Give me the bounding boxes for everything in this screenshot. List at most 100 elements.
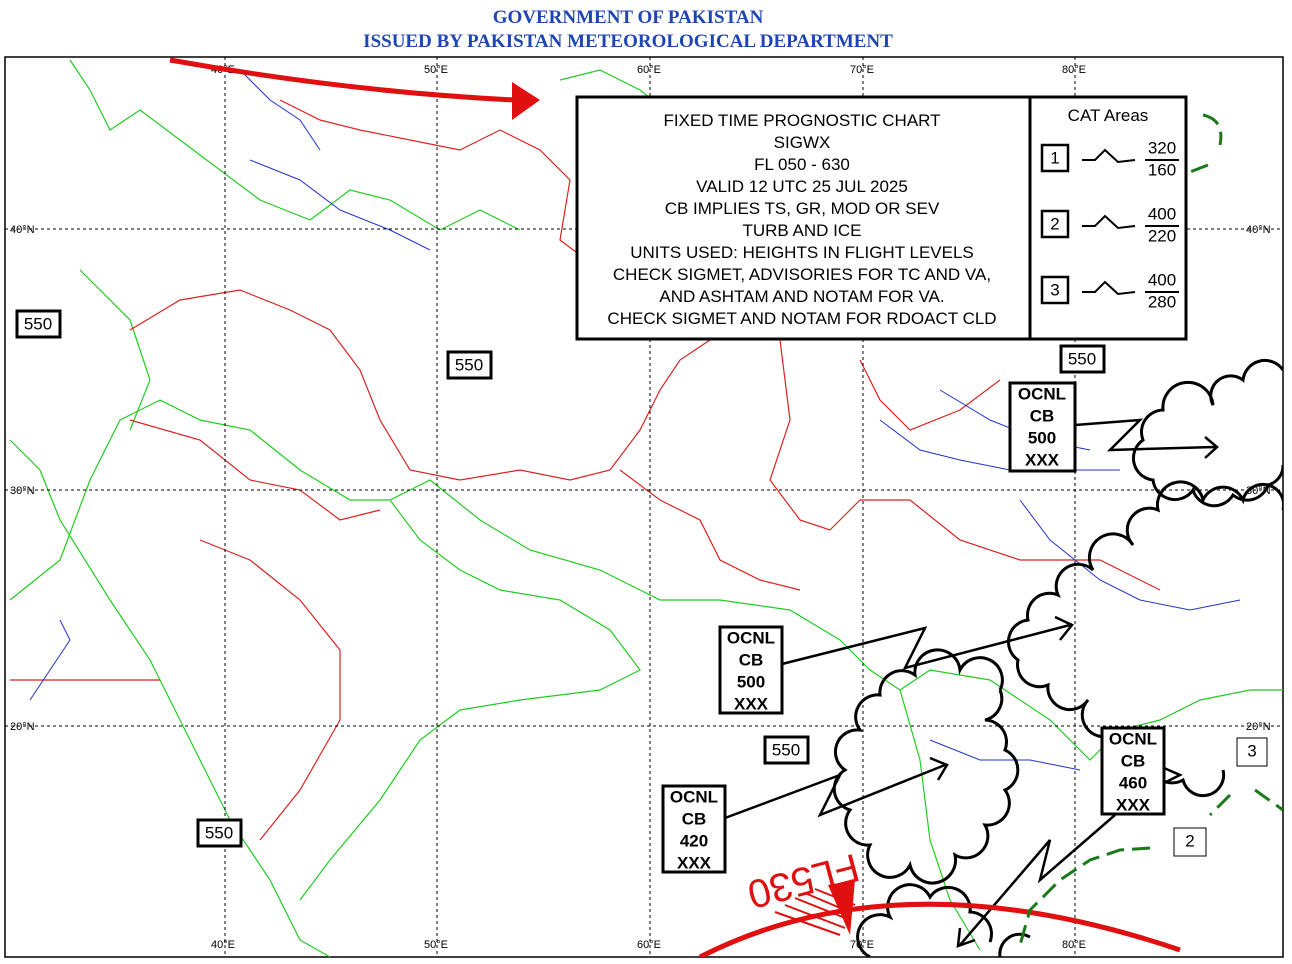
info-line: CHECK SIGMET, ADVISORIES FOR TC AND VA,: [613, 265, 991, 284]
cat-base: 280: [1148, 292, 1176, 311]
latitude-label: 30°N: [10, 485, 35, 497]
jet-fl530: FL530: [698, 845, 1181, 957]
longitude-label: 80°E: [1062, 939, 1086, 951]
jet-arrowhead: [512, 82, 540, 120]
cb-box: [661, 784, 727, 874]
height-box: [196, 818, 243, 848]
cb-box: [718, 625, 784, 715]
info-line: UNITS USED: HEIGHTS IN FLIGHT LEVELS: [630, 243, 974, 262]
height-label: 550: [772, 740, 800, 759]
cb-top: 420: [680, 831, 708, 850]
cat-outline: [1018, 788, 1283, 946]
latitude-label: 40°N: [10, 224, 35, 236]
cat-marker: 2: [1185, 831, 1194, 850]
info-line: CB IMPLIES TS, GR, MOD OR SEV: [665, 199, 940, 218]
cb-top: 460: [1119, 773, 1147, 792]
header-line: ISSUED BY PAKISTAN METEOROLOGICAL DEPART…: [363, 31, 893, 52]
cat-outline: [1189, 113, 1223, 174]
cat-top: 320: [1148, 138, 1176, 157]
cb-type: CB: [1030, 406, 1055, 425]
cat-title: CAT Areas: [1068, 106, 1149, 125]
height-box: [15, 309, 62, 339]
cb-pointer: [724, 756, 949, 820]
cat-base: 160: [1148, 160, 1176, 179]
border: [10, 99, 1161, 841]
longitude-label: 60°E: [637, 64, 661, 76]
cb-coverage: OCNL: [1018, 384, 1066, 403]
cat-id-box: [1040, 275, 1070, 305]
cat-item: 1 320 160: [1040, 138, 1179, 179]
info-line: TURB AND ICE: [742, 221, 861, 240]
height-label: 550: [1068, 349, 1096, 368]
cb-base: XXX: [677, 853, 712, 872]
coastline: [9, 399, 1283, 957]
cat-marker-box: [1173, 827, 1207, 857]
cat-id: 3: [1050, 280, 1059, 299]
cat-marker-box: [1236, 737, 1268, 767]
longitude-label: 50°E: [424, 64, 448, 76]
height-label: 550: [455, 355, 483, 374]
height-box: [446, 350, 493, 380]
longitude-label: 40°E: [211, 939, 235, 951]
cat-item: 2 400 220: [1040, 204, 1179, 245]
cb-cloud: [856, 883, 1031, 957]
cb-box: [1100, 726, 1166, 816]
cat-id: 2: [1050, 214, 1059, 233]
height-label: 550: [205, 823, 233, 842]
cb-base: XXX: [1025, 450, 1060, 469]
cb-type: CB: [739, 650, 764, 669]
cb-top: 500: [737, 672, 765, 691]
cb-coverage: OCNL: [727, 628, 775, 647]
cb-type: CB: [1121, 751, 1146, 770]
height-box: [1059, 344, 1106, 374]
longitude-label: 80°E: [1062, 64, 1086, 76]
cb-box: [1008, 381, 1077, 473]
cat-symbol: [1082, 280, 1136, 296]
cb-cloud: [832, 648, 1020, 885]
cat-symbol: [1082, 148, 1136, 164]
latitude-label: 40°N: [1246, 224, 1271, 236]
latitude-label: 20°N: [10, 721, 35, 733]
info-line: FIXED TIME PROGNOSTIC CHART: [663, 111, 940, 130]
info-line: CHECK SIGMET AND NOTAM FOR RDOACT CLD: [607, 309, 996, 328]
longitude-label: 50°E: [424, 939, 448, 951]
height-label: 550: [24, 314, 52, 333]
height-box: [763, 735, 810, 765]
info-line: AND ASHTAM AND NOTAM FOR VA.: [659, 287, 944, 306]
cat-top: 400: [1148, 204, 1176, 223]
info-line: FL 050 - 630: [754, 155, 850, 174]
cb-coverage: OCNL: [670, 787, 718, 806]
info-line: VALID 12 UTC 25 JUL 2025: [696, 177, 908, 196]
cat-outlines: [1018, 113, 1283, 946]
cb-pointer: [1074, 418, 1219, 459]
cat-base: 220: [1148, 226, 1176, 245]
cb-pointer: [956, 814, 1116, 948]
longitude-label: 70°E: [850, 64, 874, 76]
cat-item: 3 400 280: [1040, 270, 1179, 311]
cat-top: 400: [1148, 270, 1176, 289]
jet-change-bar: [774, 888, 856, 936]
jet-stream: [169, 57, 516, 103]
cb-cloud: [1132, 359, 1283, 508]
cat-id-box: [1040, 209, 1070, 239]
cat-symbol: [1082, 214, 1136, 230]
info-box: [575, 95, 1032, 341]
jet-axis: [698, 901, 1181, 957]
cat-id-box: [1040, 143, 1070, 173]
jet-change-marker: [828, 880, 855, 935]
latitude-label: 20°N: [1246, 721, 1271, 733]
cb-base: XXX: [1116, 795, 1151, 814]
cb-top: 500: [1028, 428, 1056, 447]
cb-pointer: [1163, 766, 1183, 785]
cb-pointer: [781, 615, 1074, 670]
cb-type: CB: [682, 809, 707, 828]
cat-id: 1: [1050, 148, 1059, 167]
longitude-label: 70°E: [850, 939, 874, 951]
cat-marker: 3: [1247, 741, 1256, 760]
header-line: GOVERNMENT OF PAKISTAN: [493, 7, 764, 28]
longitude-label: 60°E: [637, 939, 661, 951]
cb-coverage: OCNL: [1109, 729, 1157, 748]
cb-base: XXX: [734, 694, 769, 713]
info-line: SIGWX: [774, 133, 831, 152]
